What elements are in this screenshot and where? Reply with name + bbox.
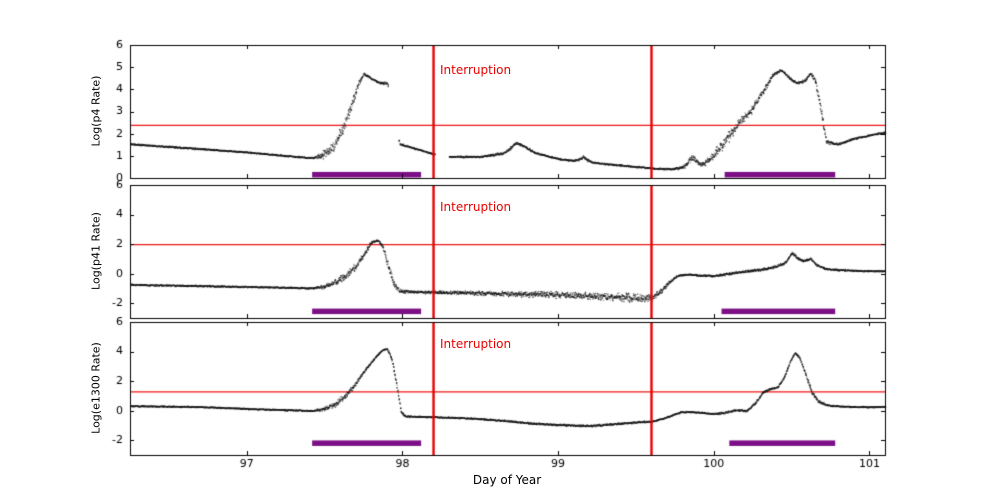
y-axis-label-e1300: Log(e1300 Rate) bbox=[89, 342, 103, 434]
x-axis-label: Day of Year bbox=[472, 473, 542, 487]
interruption-label-3: Interruption bbox=[440, 337, 512, 351]
y-axis-label-p41: Log(p41 Rate) bbox=[89, 212, 103, 290]
interruption-label-1: Interruption bbox=[440, 63, 512, 77]
y-axis-label-p4: Log(p4 Rate) bbox=[89, 75, 103, 147]
interruption-label-2: Interruption bbox=[440, 200, 512, 214]
